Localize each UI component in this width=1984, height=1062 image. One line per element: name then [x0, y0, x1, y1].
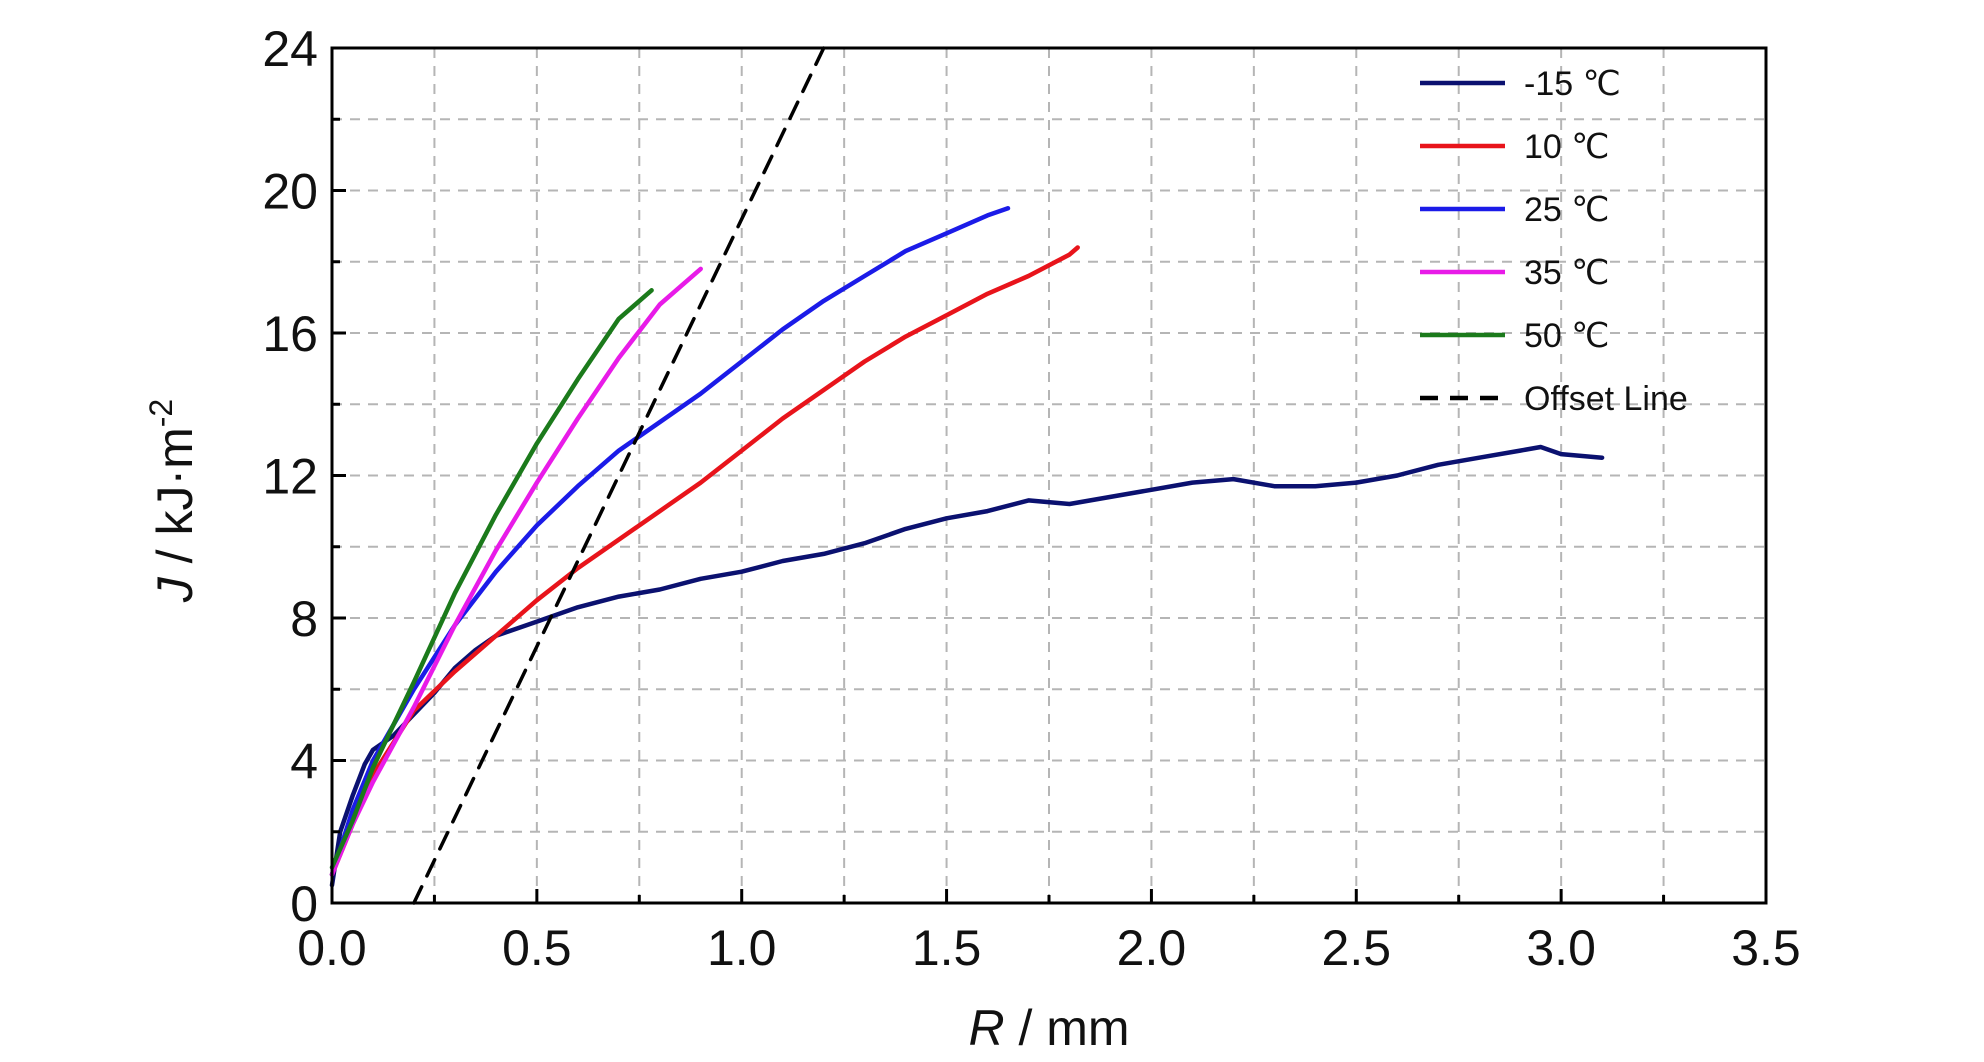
x-tick-label: 3.0	[1526, 920, 1596, 976]
y-tick-label: 4	[290, 734, 318, 790]
series-line-1	[329, 245, 1080, 877]
x-tick-label: 2.5	[1322, 920, 1392, 976]
grid-lines	[332, 48, 1766, 903]
y-axis-title: J / kJ·m-2	[143, 399, 203, 603]
series-line-5	[412, 46, 826, 905]
axis-ticks	[330, 46, 1768, 905]
series-line-3	[329, 266, 703, 877]
y-axis-variable: J	[147, 576, 203, 603]
x-axis-variable: R	[968, 1000, 1004, 1056]
legend: -15 ℃ 10 ℃ 25 ℃ 35 ℃ 50 ℃ Offset Line	[1420, 65, 1688, 418]
y-axis-unit: / kJ·m	[147, 427, 203, 577]
x-tick-labels: 0.0 0.5 1.0 1.5 2.0 2.5 3.0 3.5	[297, 920, 1801, 976]
legend-label: 10 ℃	[1524, 128, 1609, 166]
x-axis-unit: / mm	[1005, 1000, 1130, 1056]
x-axis-title: R / mm	[968, 1000, 1129, 1056]
x-tick-label: 1.5	[912, 920, 982, 976]
series-line-4	[329, 288, 654, 870]
x-tick-label: 2.0	[1117, 920, 1187, 976]
legend-label: 35 ℃	[1524, 254, 1609, 292]
y-axis-unit-exponent: -2	[143, 399, 179, 427]
y-tick-label: 16	[262, 306, 318, 362]
series-line-0	[329, 444, 1605, 888]
x-tick-label: 0.5	[502, 920, 572, 976]
y-tick-label: 0	[290, 876, 318, 932]
legend-label: Offset Line	[1524, 380, 1688, 418]
x-tick-label: 1.0	[707, 920, 777, 976]
x-tick-label: 3.5	[1731, 920, 1801, 976]
y-tick-label: 24	[262, 21, 318, 77]
y-tick-label: 12	[262, 449, 318, 505]
data-series	[329, 46, 1605, 905]
legend-label: 25 ℃	[1524, 191, 1609, 229]
legend-label: -15 ℃	[1524, 65, 1621, 103]
x-tick-label: 0.0	[297, 920, 367, 976]
y-tick-labels: 0 4 8 12 16 20 24	[262, 21, 318, 932]
y-tick-label: 8	[290, 591, 318, 647]
series-line-2	[329, 206, 1011, 877]
legend-label: 50 ℃	[1524, 317, 1609, 355]
y-tick-label: 20	[262, 164, 318, 220]
